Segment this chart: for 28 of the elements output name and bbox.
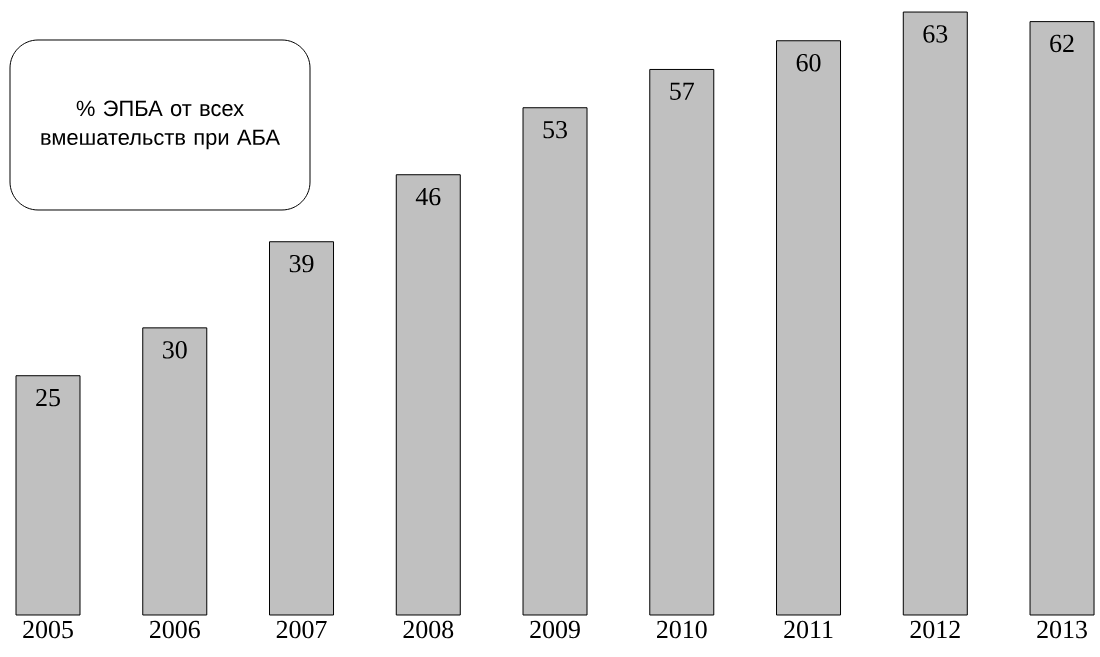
x-tick-label: 2007 bbox=[276, 620, 327, 639]
data-label: 62 bbox=[1050, 34, 1074, 53]
text: % ЭПБА от всех вмешательств при АБА bbox=[41, 100, 280, 150]
data-label: 53 bbox=[543, 120, 567, 139]
x-tick-label: 2010 bbox=[657, 620, 707, 639]
x-tick-label: 2009 bbox=[530, 620, 580, 639]
data-label: 63 bbox=[923, 25, 948, 43]
bar bbox=[142, 327, 208, 616]
data-label: 39 bbox=[289, 254, 314, 273]
x-tick-label: 2006 bbox=[150, 620, 200, 639]
bar bbox=[522, 107, 588, 616]
data-label: 25 bbox=[36, 388, 60, 407]
bar bbox=[15, 375, 81, 616]
x-tick-label: 2005 bbox=[23, 620, 73, 639]
bar bbox=[902, 11, 968, 616]
bar bbox=[649, 68, 715, 616]
bar bbox=[395, 174, 461, 616]
x-tick-label: 2012 bbox=[910, 620, 960, 639]
data-label: 60 bbox=[796, 53, 821, 72]
bar bbox=[1029, 21, 1095, 616]
x-tick-label: 2013 bbox=[1037, 620, 1087, 639]
x-tick-label: 2011 bbox=[784, 620, 833, 639]
bar bbox=[776, 40, 842, 616]
bar bbox=[269, 241, 335, 616]
data-label: 30 bbox=[163, 341, 187, 359]
x-tick-label: 2008 bbox=[403, 620, 454, 639]
data-label: 57 bbox=[670, 82, 694, 100]
data-label: 46 bbox=[415, 187, 441, 206]
